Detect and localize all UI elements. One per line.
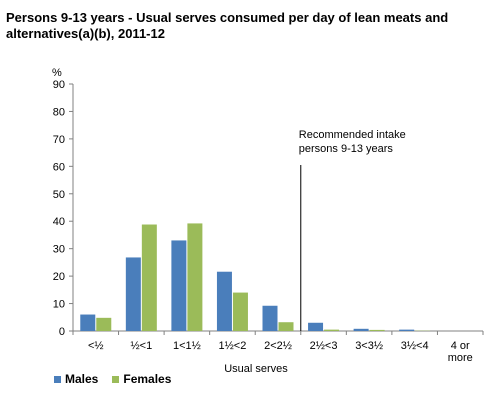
x-tick-label: <½ [88, 340, 104, 352]
bar-females-5 [324, 329, 340, 331]
y-tick-label: 30 [53, 244, 65, 256]
x-tick-labels: <½ ½<1 1<1½ 1½<2 2<2½ 2½<3 3<3½ 3½<4 4 or more [88, 340, 473, 364]
annotation-text-line: persons 9-13 years [299, 143, 394, 155]
chart-axes [69, 83, 484, 335]
x-tick-label: 2<2½ [264, 340, 292, 352]
legend-swatch-females [112, 375, 120, 383]
bar-females-0 [96, 317, 112, 331]
annotation-text-line: Recommended intake [299, 129, 406, 141]
legend-item-females: Females [112, 372, 171, 386]
bar-males-5 [308, 322, 324, 331]
legend-item-males: Males [54, 372, 98, 386]
bar-males-4 [262, 305, 278, 331]
y-tick-label: 80 [53, 106, 65, 118]
x-tick-label: 4 or more [448, 340, 473, 364]
chart-legend: Males Females [54, 372, 171, 386]
y-tick-label: 90 [53, 79, 65, 91]
y-tick-label: 10 [53, 299, 65, 311]
x-tick-label: 1<1½ [173, 340, 201, 352]
x-tick-label: 1½<2 [219, 340, 247, 352]
x-tick-label: ½<1 [130, 340, 152, 352]
bar-males-0 [80, 314, 96, 331]
y-axis-label: % [52, 67, 62, 79]
y-tick-label: 20 [53, 271, 65, 283]
y-tick-labels: 0 10 20 30 40 50 60 70 80 90 [53, 79, 65, 338]
x-axis-label: Usual serves [224, 363, 288, 375]
legend-swatch-males [54, 375, 61, 383]
y-tick-label: 70 [53, 134, 65, 146]
y-tick-label: 40 [53, 216, 65, 228]
bar-males-1 [125, 257, 141, 331]
bar-females-3 [232, 292, 248, 331]
bar-females-1 [141, 224, 157, 331]
bar-males-7 [399, 329, 415, 331]
x-tick-label: 2½<3 [310, 340, 338, 352]
bar-males-6 [353, 328, 369, 331]
bar-females-6 [369, 329, 385, 331]
bar-males-2 [171, 240, 187, 331]
bar-females-2 [187, 223, 203, 331]
legend-label-females: Females [123, 372, 172, 386]
recommended-intake-annotation: Recommended intake persons 9-13 years [299, 129, 406, 331]
bar-females-4 [278, 322, 294, 331]
y-tick-label: 0 [59, 326, 65, 338]
legend-label-males: Males [65, 372, 99, 386]
bar-males-3 [216, 271, 232, 331]
y-tick-label: 60 [53, 161, 65, 173]
chart-title: Persons 9-13 years - Usual serves consum… [6, 10, 449, 41]
chart-bars [80, 223, 431, 331]
x-tick-label: 3½<4 [401, 340, 429, 352]
y-tick-label: 50 [53, 189, 65, 201]
x-tick-label: 3<3½ [355, 340, 383, 352]
